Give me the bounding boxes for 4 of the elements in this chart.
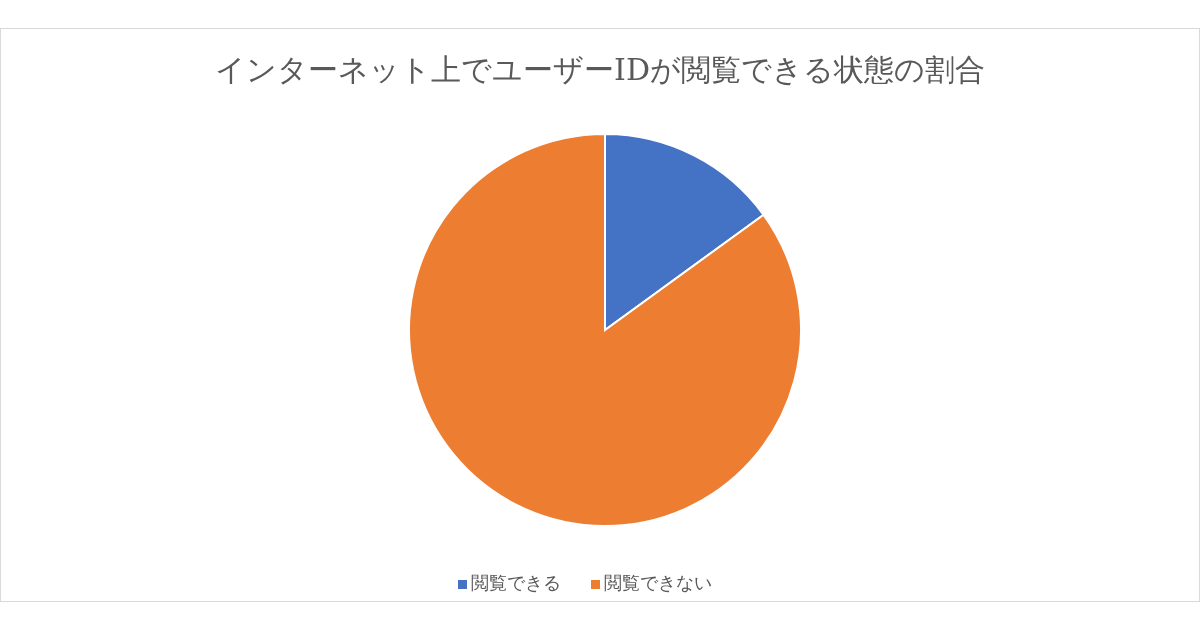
legend-label: 閲覧できない (604, 572, 712, 593)
chart-title: インターネット上でユーザーIDが閲覧できる状態の割合 (214, 51, 986, 89)
legend-label: 閲覧できる (471, 572, 561, 593)
pie-slice (408, 133, 802, 527)
